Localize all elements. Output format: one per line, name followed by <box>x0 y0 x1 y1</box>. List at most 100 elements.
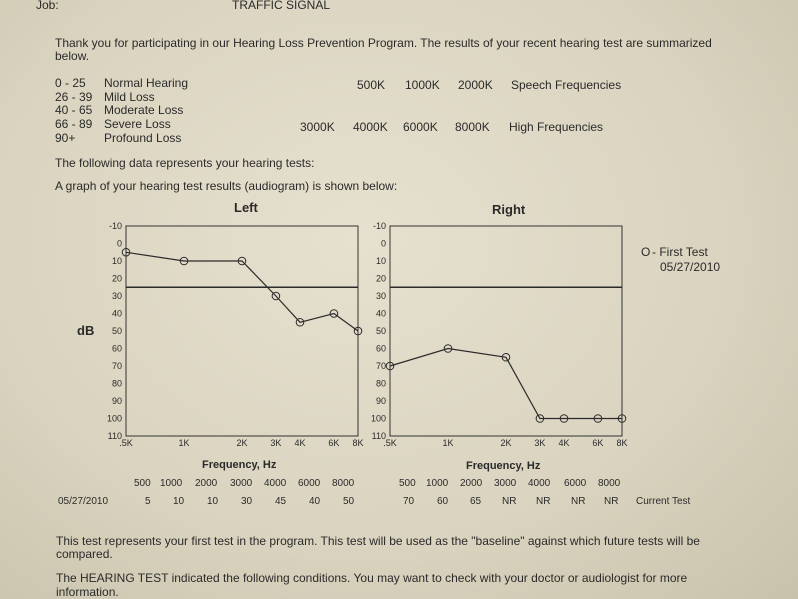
table-freq-header: 500 <box>399 478 416 489</box>
table-cell: 10 <box>173 496 185 507</box>
table-cell: 40 <box>309 496 321 507</box>
y-tick-label: -10 <box>109 221 122 231</box>
series-line <box>389 347 622 420</box>
table-freq-header: 6000 <box>564 478 587 489</box>
table-freq-header: 8000 <box>598 478 621 489</box>
y-tick-label: 100 <box>107 414 122 424</box>
table-cell: 5 <box>145 496 151 507</box>
range-label: Severe Loss <box>104 117 171 131</box>
table-cell: NR <box>604 496 619 507</box>
legend-date: 05/27/2010 <box>660 260 721 274</box>
high-freq: 6000K <box>403 120 438 134</box>
range-label: Normal Hearing <box>104 76 189 90</box>
high-freq: 3000K <box>300 120 335 134</box>
x-tick-label: .5K <box>383 438 397 448</box>
y-tick-label: 10 <box>112 256 122 266</box>
x-tick-label: 2K <box>500 438 511 448</box>
footer-line-1: This test represents your first test in … <box>56 534 700 548</box>
plot-area <box>389 225 623 437</box>
chart-title-right: Right <box>492 202 526 217</box>
y-tick-label: 30 <box>376 291 386 301</box>
footer-line-3: The HEARING TEST indicated the following… <box>56 571 688 585</box>
table-cell: 10 <box>207 496 219 507</box>
y-tick-label: 100 <box>371 414 386 424</box>
y-tick-label: -10 <box>373 221 386 231</box>
table-freq-header: 8000 <box>332 478 355 489</box>
job-label: Job: <box>36 0 59 12</box>
job-value: TRAFFIC SIGNAL <box>232 0 331 12</box>
high-freq: 8000K <box>455 120 490 134</box>
table-freq-header: 2000 <box>460 478 483 489</box>
data-intro: The following data represents your heari… <box>55 156 315 170</box>
x-tick-label: 1K <box>442 438 453 448</box>
data-point <box>593 414 603 423</box>
intro-line-1: Thank you for participating in our Heari… <box>55 36 712 50</box>
y-tick-label: 110 <box>372 431 386 441</box>
y-tick-label: 110 <box>108 431 122 441</box>
x-tick-label: 6K <box>592 438 603 448</box>
x-tick-label: 1K <box>178 438 189 448</box>
range-value: 40 - 65 <box>55 103 93 117</box>
data-point <box>179 256 189 266</box>
range-label: Mild Loss <box>104 90 155 104</box>
y-tick-label: 90 <box>112 396 122 406</box>
range-label: Profound Loss <box>104 131 182 145</box>
y-tick-label: 40 <box>376 309 386 319</box>
data-point <box>329 309 339 318</box>
table-cell: 70 <box>403 496 415 507</box>
high-freq-label: High Frequencies <box>509 120 604 134</box>
data-point <box>559 414 569 423</box>
data-point <box>535 414 545 423</box>
range-value: 66 - 89 <box>55 117 93 131</box>
x-axis-label-right: Frequency, Hz <box>466 460 541 472</box>
data-point <box>501 352 511 362</box>
legend-series-name: - First Test <box>652 245 708 259</box>
footer-line-4: information. <box>56 585 119 599</box>
speech-freq: 2000K <box>458 78 493 92</box>
y-tick-label: 80 <box>376 379 386 389</box>
y-tick-label: 20 <box>376 274 386 284</box>
series-line <box>125 251 359 332</box>
table-freq-header: 3000 <box>494 478 517 489</box>
table-freq-header: 500 <box>134 478 151 489</box>
x-tick-label: 4K <box>558 438 569 448</box>
table-cell: 65 <box>470 496 482 507</box>
table-freq-header: 1000 <box>160 478 183 489</box>
range-value: 0 - 25 <box>55 76 86 90</box>
range-value: 90+ <box>55 131 76 145</box>
data-point <box>617 414 627 423</box>
data-point <box>385 361 395 371</box>
data-point <box>353 326 363 336</box>
table-freq-header: 6000 <box>298 478 321 489</box>
x-tick-label: 8K <box>352 438 363 448</box>
x-axis-label-left: Frequency, Hz <box>202 459 277 471</box>
table-date: 05/27/2010 <box>58 496 109 507</box>
table-cell: NR <box>571 496 586 507</box>
y-tick-label: 0 <box>381 239 386 249</box>
table-freq-header: 4000 <box>264 478 287 489</box>
table-cell: 30 <box>241 496 253 507</box>
table-cell: 45 <box>275 496 287 507</box>
table-freq-header: 3000 <box>230 478 253 489</box>
high-freq: 4000K <box>353 120 388 134</box>
data-point <box>443 344 453 353</box>
y-tick-label: 90 <box>376 396 386 406</box>
y-axis-label: dB <box>77 323 95 338</box>
y-tick-label: 30 <box>112 291 122 301</box>
data-point <box>271 291 281 301</box>
y-tick-label: 70 <box>376 361 386 371</box>
table-cell: NR <box>536 496 551 507</box>
table-cell: 60 <box>437 496 449 507</box>
intro-line-2: below. <box>55 49 90 63</box>
table-cell: 50 <box>343 496 355 507</box>
data-point <box>237 256 247 266</box>
speech-freq-label: Speech Frequencies <box>511 78 622 92</box>
x-tick-label: 4K <box>294 438 305 448</box>
table-row-label: Current Test <box>636 496 691 507</box>
table-freq-header: 1000 <box>426 478 449 489</box>
y-tick-label: 80 <box>112 379 122 389</box>
speech-freq: 1000K <box>405 78 440 92</box>
x-tick-label: 2K <box>236 438 247 448</box>
